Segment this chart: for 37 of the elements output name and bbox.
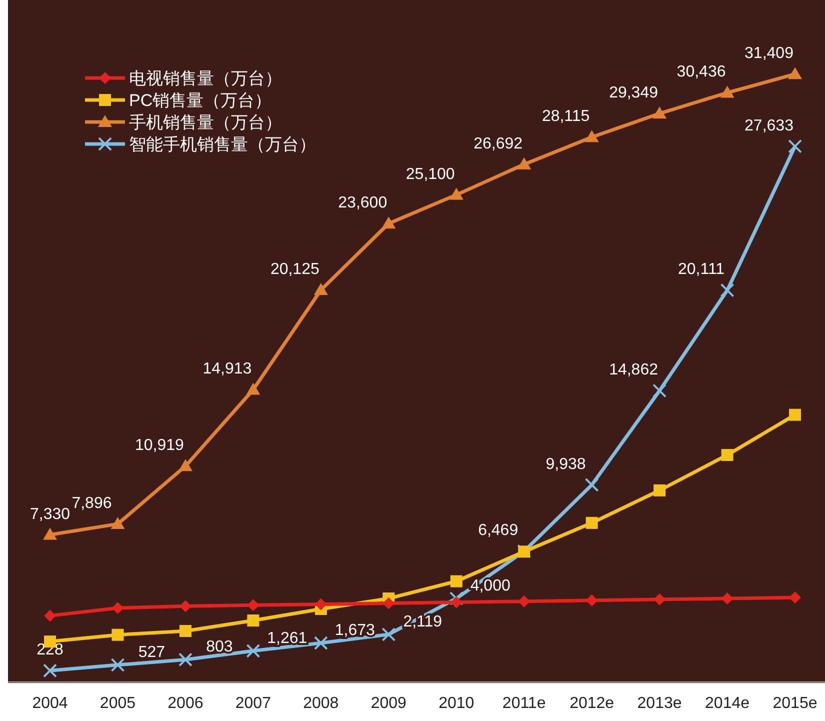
x-tick-label: 2005 (100, 695, 136, 712)
x-tick-label: 2013e (637, 695, 682, 712)
data-label: 10,919 (134, 437, 184, 454)
data-label: 23,600 (338, 194, 388, 212)
data-label: 25,100 (406, 166, 455, 183)
x-tick-label: 2007 (235, 695, 272, 712)
data-label: 30,436 (676, 64, 726, 81)
data-label: 28,115 (542, 108, 590, 126)
data-label: 27,633 (744, 117, 794, 134)
data-label: 20,111 (678, 261, 725, 278)
data-label: 26,692 (474, 135, 523, 152)
data-label: 20,125 (270, 260, 320, 278)
x-tick-label: 2009 (370, 695, 407, 712)
data-label: 6,469 (478, 522, 518, 540)
x-tick-label: 2012e (570, 695, 614, 712)
data-label: 527 (138, 644, 166, 661)
legend-label: 智能手机销售量（万台） (129, 135, 316, 154)
legend-label: 电视销售量（万台） (129, 69, 282, 88)
data-label: 803 (206, 638, 233, 656)
x-tick-label: 2008 (303, 695, 339, 712)
x-tick-label: 2011e (502, 695, 546, 712)
x-tick-label: 2004 (32, 695, 68, 712)
x-tick-label: 2006 (168, 695, 204, 712)
legend-label: PC销售量（万台） (129, 91, 272, 110)
data-label: 1,673 (334, 622, 376, 639)
data-label: 9,938 (546, 456, 586, 473)
data-label: 7,330 (30, 506, 70, 523)
legend-label: 手机销售量（万台） (129, 113, 282, 132)
x-tick-label: 2015e (772, 695, 818, 712)
x-tick-label: 2010 (438, 695, 474, 712)
x-tick-label: 2014e (705, 695, 750, 712)
data-label: 14,913 (202, 360, 252, 378)
data-label: 31,409 (744, 45, 794, 62)
data-label: 1,261 (267, 630, 308, 647)
data-label: 14,862 (609, 362, 658, 379)
data-label: 7,896 (72, 494, 112, 512)
data-label: 29,349 (609, 84, 658, 102)
